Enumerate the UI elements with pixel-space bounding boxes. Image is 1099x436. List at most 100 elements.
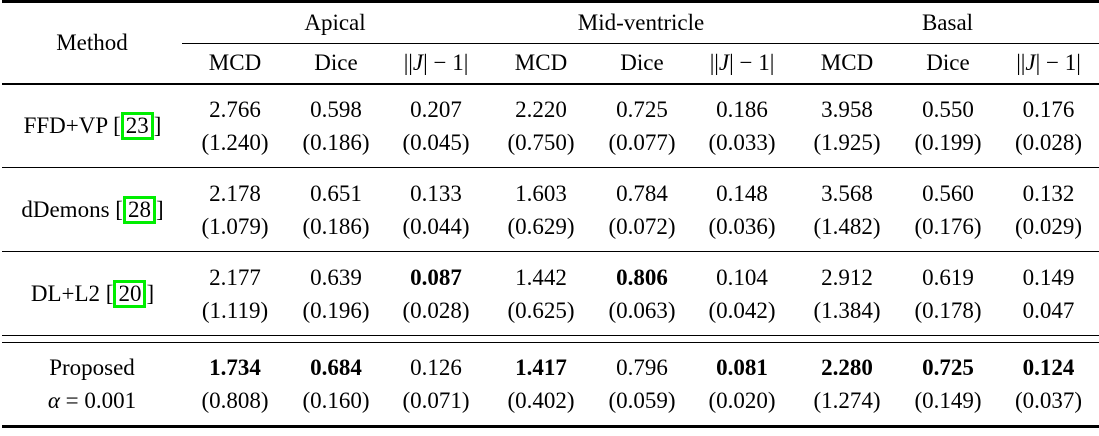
std-value: (0.037) [1014, 388, 1083, 413]
table-cell: 0.207 (0.045) [384, 84, 488, 168]
std-value: (0.063) [608, 297, 676, 323]
table-cell: 0.104 (0.042) [690, 252, 794, 336]
std-value: (0.028) [402, 297, 470, 323]
jacobian-minus-one: | − 1| [423, 50, 469, 76]
mean-value: 0.725 [616, 96, 668, 122]
table-cell: 2.177 (1.119) [182, 252, 288, 336]
mean-value: 3.568 [821, 180, 873, 206]
std-value: (1.384) [813, 297, 881, 323]
group-header-basal: Basal [794, 1, 1099, 44]
std-value: 0.047 [1022, 297, 1075, 323]
citation-link[interactable]: 20 [113, 280, 147, 308]
group-header-apical: Apical [182, 1, 488, 44]
mean-value: 2.220 [515, 96, 567, 122]
group-header-row: Method Apical Mid-ventricle Basal [2, 1, 1099, 85]
mean-value: 0.207 [410, 96, 462, 122]
table-cell: 0.725 (0.149) [900, 343, 996, 427]
mean-value: 0.560 [922, 180, 974, 206]
table-row-proposed: Proposed α = 0.001 1.734 (0.808) 0.684 (0.… [2, 343, 1099, 427]
jacobian-bars: || [709, 50, 719, 76]
table-cell: 3.958 (1.925) [794, 84, 900, 168]
mean-value: 0.806 [616, 264, 668, 290]
std-value: (0.077) [608, 129, 676, 155]
mean-value: 0.133 [410, 180, 462, 206]
alpha-symbol: α [47, 388, 60, 413]
std-value: (0.044) [402, 213, 470, 239]
std-value: (0.059) [608, 388, 676, 413]
table-cell: 2.280 (1.274) [794, 343, 900, 427]
col-header-dice: Dice [594, 43, 690, 85]
std-value: (0.042) [708, 297, 776, 323]
table-cell: 0.651 (0.186) [288, 168, 384, 252]
col-header-mcd: MCD [182, 43, 288, 85]
table-cell: 1.603 (0.629) [488, 168, 594, 252]
std-value: (0.072) [608, 213, 676, 239]
std-value: (0.186) [302, 213, 370, 239]
mean-value: 3.958 [821, 96, 873, 122]
std-value: (0.402) [507, 388, 575, 413]
cite-close-bracket: ] [153, 113, 162, 139]
jacobian-symbol: J [1025, 50, 1036, 76]
col-header-dice: Dice [288, 43, 384, 85]
method-alpha-setting: α = 0.001 [2, 384, 182, 417]
jacobian-symbol: J [718, 50, 730, 76]
col-header-dice: Dice [900, 43, 996, 85]
mean-value: 0.639 [310, 264, 362, 290]
std-value: (0.750) [507, 129, 575, 155]
mean-value: 1.442 [515, 264, 567, 290]
std-value: (0.029) [1014, 213, 1083, 239]
mean-value: 0.087 [410, 264, 462, 290]
std-value: (0.629) [507, 213, 575, 239]
std-value: (0.808) [201, 388, 269, 413]
metric-header-row: MCD Dice ||J| − 1| MCD Dice ||J| − 1| MC… [2, 43, 1099, 85]
citation-link[interactable]: 28 [122, 196, 156, 224]
mean-value: 0.148 [716, 180, 768, 206]
cite-open-bracket: [ [113, 113, 121, 139]
table-cell: 0.684 (0.160) [288, 343, 384, 427]
col-header-mcd: MCD [794, 43, 900, 85]
mean-value: 0.104 [716, 264, 768, 290]
std-value: (1.482) [813, 213, 881, 239]
mean-value: 0.598 [310, 96, 362, 122]
method-name: dDemons [21, 197, 110, 222]
table-row-dl-l2: DL+L2 [20] 2.177 (1.119) 0.639 (0.196) 0.0… [2, 252, 1099, 336]
mean-value: 2.177 [209, 264, 261, 290]
method-cell: DL+L2 [20] [2, 252, 182, 336]
mean-value: 0.149 [1022, 264, 1075, 290]
method-name: DL+L2 [30, 281, 101, 306]
std-value: (0.149) [914, 388, 982, 413]
table-cell: 1.417 (0.402) [488, 343, 594, 427]
group-header-mid-ventricle: Mid-ventricle [488, 1, 794, 44]
table-cell: 0.639 (0.196) [288, 252, 384, 336]
citation-link[interactable]: 23 [120, 112, 154, 141]
method-name: Proposed [49, 355, 135, 380]
table-cell: 0.081 (0.020) [690, 343, 794, 427]
method-column-header: Method [2, 1, 182, 85]
col-header-jacobian: ||J| − 1| [690, 43, 794, 85]
alpha-value: = 0.001 [59, 388, 137, 413]
table-cell: 0.796 (0.059) [594, 343, 690, 427]
mean-value: 1.603 [515, 180, 567, 206]
cite-close-bracket: ] [155, 197, 164, 222]
mean-value: 1.417 [515, 355, 567, 380]
table-cell: 0.560 (0.176) [900, 168, 996, 252]
jacobian-bars: || [403, 50, 413, 76]
mean-value: 0.651 [310, 180, 362, 206]
std-value: (1.240) [201, 129, 269, 155]
jacobian-minus-one: | − 1| [1035, 50, 1081, 76]
table-cell: 0.087 (0.028) [384, 252, 488, 336]
std-value: (1.925) [813, 129, 881, 155]
mean-value: 2.766 [209, 96, 261, 122]
mean-value: 0.176 [1022, 96, 1075, 122]
col-header-jacobian: ||J| − 1| [996, 43, 1099, 85]
jacobian-bars: || [1016, 50, 1026, 76]
mean-value: 0.126 [410, 355, 462, 380]
mean-value: 0.550 [922, 96, 974, 122]
mean-value: 1.734 [209, 355, 261, 380]
table-cell: 2.178 (1.079) [182, 168, 288, 252]
mean-value: 0.684 [310, 355, 362, 380]
table-cell: 1.442 (0.625) [488, 252, 594, 336]
std-value: (1.274) [813, 388, 881, 413]
std-value: (0.178) [914, 297, 982, 323]
